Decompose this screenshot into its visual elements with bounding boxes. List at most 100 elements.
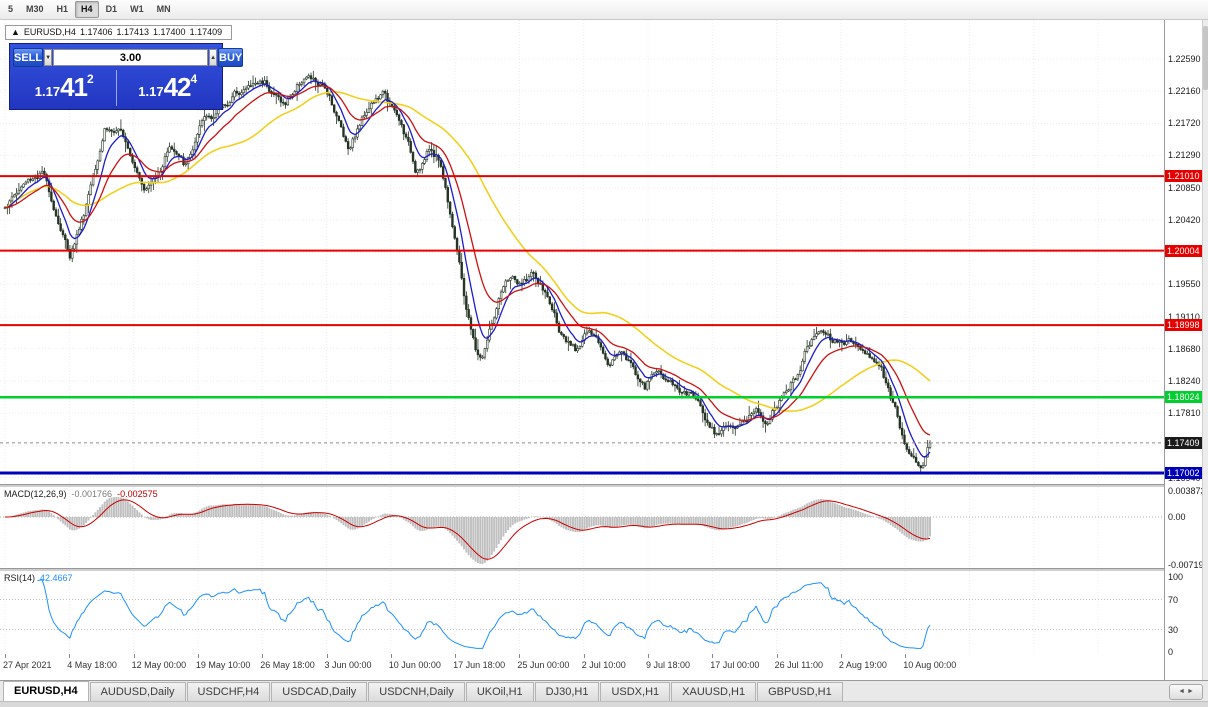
chart-tab-eurusd[interactable]: EURUSD,H4 [3,681,89,701]
timeframe-button-5[interactable]: 5 [8,4,14,14]
timeframe-button-h4[interactable]: H4 [75,1,99,18]
sell-price-prefix: 1.17 [34,84,61,99]
time-axis-label: 26 May 18:00 [260,660,315,670]
tab-scroll-left-icon[interactable]: ◄ [1178,688,1186,695]
chart-tab-xauusd[interactable]: XAUUSD,H1 [671,682,757,701]
rsi-axis-label: 70 [1168,594,1179,605]
time-axis-label: 10 Jun 00:00 [388,660,441,670]
horizontal-lines-group [0,175,1164,475]
collapse-arrow-icon[interactable]: ▲ [11,27,20,37]
vertical-scrollbar[interactable] [1202,20,1208,680]
trade-prices-row: 1.17412 1.17424 [13,70,219,106]
volume-decrease-button[interactable]: ▼ [44,49,53,66]
ma-fast-line [4,80,931,458]
time-axis-tick [840,654,842,658]
time-axis-label: 27 Apr 2021 [3,660,52,670]
macd-axis-label: 0.003873 [1168,486,1206,497]
buy-price-sup: 4 [190,72,198,86]
chart-tab-ukoil[interactable]: UKOil,H1 [465,682,534,701]
buy-price-prefix: 1.17 [138,84,164,99]
price-axis-label: 1.21720 [1168,118,1201,129]
time-axis-label: 17 Jul 00:00 [710,660,760,670]
sell-price-big: 41 [60,72,88,102]
chart-tab-audusd[interactable]: AUDUSD,Daily [89,682,186,701]
chart-tab-dj30[interactable]: DJ30,H1 [534,682,600,701]
time-axis[interactable]: 27 Apr 2021 4 May 18:00 12 May 00:00 19 May… [0,654,1164,680]
chart-tab-usdchf[interactable]: USDCHF,H4 [186,682,271,701]
volume-input[interactable] [53,49,209,66]
time-axis-label: 26 Jul 11:00 [774,660,823,670]
macd-signal-value: -0.002575 [117,489,158,499]
price-line-label: 1.20004 [1165,244,1202,257]
rsi-label: RSI(14) 42.4667 [4,573,73,583]
time-axis-label: 2 Aug 19:00 [838,660,887,670]
chart-tab-usdx[interactable]: USDX,H1 [600,682,671,701]
candles-group [3,70,932,472]
timeframe-button-w1[interactable]: W1 [130,4,144,14]
time-axis-tick [5,654,6,658]
rsi-axis-label: 30 [1168,624,1179,635]
price-axis-label: 1.22160 [1168,85,1201,96]
buy-price-display[interactable]: 1.17424 [115,70,220,106]
rsi-line [37,579,931,650]
chart-tab-usdcnh[interactable]: USDCNH,Daily [368,682,465,701]
price-line-label: 1.18998 [1165,319,1202,332]
chart-tabs-bar: EURUSD,H4 AUDUSD,Daily USDCHF,H4 USDCAD,Dai… [0,680,1208,701]
price-line-label: 1.21010 [1165,170,1202,183]
time-axis-label: 9 Jul 18:00 [646,660,691,670]
macd-main-value: -0.001766 [71,489,113,499]
macd-title: MACD(12,26,9) [4,489,67,499]
time-axis-tick [455,654,457,658]
timeframe-toolbar: 5 M30 H1 H4 D1 W1 MN [0,0,1208,20]
timeframe-button-mn[interactable]: MN [156,4,171,14]
time-axis-tick [390,654,392,658]
price-axis[interactable]: 1.22590 1.22160 1.21720 1.21290 1.20850 1.204… [1164,20,1206,680]
sell-price-display[interactable]: 1.17412 [13,70,116,106]
buy-button[interactable]: BUY [218,48,244,67]
time-axis-label: 25 Jun 00:00 [517,660,570,670]
current-price-label: 1.17409 [1165,436,1202,449]
rsi-indicator-panel[interactable] [0,571,1164,654]
timeframe-button-m30[interactable]: M30 [26,4,44,14]
time-axis-label: 10 Aug 00:00 [903,660,957,670]
time-axis-label: 3 Jun 00:00 [324,660,372,670]
macd-histogram [6,497,931,564]
price-axis-label: 1.18680 [1168,343,1201,354]
price-axis-label: 1.19110 [1168,311,1200,322]
price-axis-label: 1.22590 [1168,54,1201,65]
chart-tab-gbpusd[interactable]: GBPUSD,H1 [757,682,843,701]
sell-button[interactable]: SELL [13,48,44,67]
main-grid [0,20,1164,484]
time-axis-label: 19 May 10:00 [195,660,251,670]
price-line-label: 1.17002 [1165,466,1202,479]
price-axis-label: 1.20850 [1168,182,1201,193]
tab-scroll-buttons[interactable]: ◄ ► [1169,684,1203,700]
quote-symbol: EURUSD,H4 [23,27,76,37]
time-axis-tick [712,654,714,658]
quote-high: 1.17413 [116,27,150,37]
ma-slow-line [4,91,931,412]
ma-medium-line [5,85,931,436]
volume-increase-button[interactable]: ▲ [209,49,218,66]
time-axis-tick [776,654,778,658]
rsi-axis-label: 100 [1168,572,1184,582]
chart-tab-usdcad[interactable]: USDCAD,Daily [271,682,368,701]
main-price-chart[interactable] [0,20,1164,484]
rsi-axis-label: 0 [1168,647,1174,657]
one-click-trade-panel: SELL ▼ ▲ BUY 1.17412 1.17424 [9,43,244,110]
scrollbar-thumb[interactable] [1203,26,1208,90]
price-axis-label: 1.17810 [1168,408,1201,419]
macd-label: MACD(12,26,9) -0.001766 -0.002575 [4,489,158,499]
macd-indicator-panel[interactable] [0,487,1164,568]
tab-scroll-right-icon[interactable]: ► [1186,688,1194,695]
time-axis-label: 17 Jun 18:00 [453,660,506,670]
macd-panel-splitter[interactable] [0,484,1202,487]
time-axis-tick [648,654,649,658]
quote-info-bar: ▲ EURUSD,H4 1.17406 1.17413 1.17400 1.17409 [5,25,233,40]
price-line-label: 1.18024 [1165,391,1202,404]
time-axis-tick [326,654,328,658]
timeframe-button-d1[interactable]: D1 [105,4,118,14]
timeframe-button-h1[interactable]: H1 [56,4,69,14]
rsi-panel-splitter[interactable] [0,568,1202,571]
